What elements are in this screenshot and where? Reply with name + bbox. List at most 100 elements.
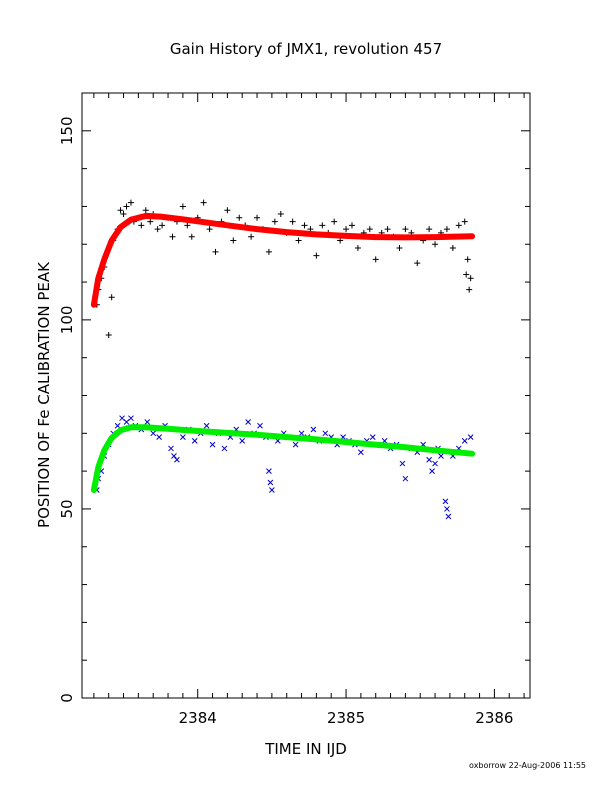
data-point-plus <box>301 222 308 229</box>
data-point-plus <box>105 332 112 338</box>
data-point-plus <box>123 203 130 210</box>
data-point-plus <box>455 222 462 229</box>
fit-lines <box>90 212 476 493</box>
data-point-plus <box>206 226 213 233</box>
data-point-cross <box>156 434 162 440</box>
data-point-plus <box>248 233 255 240</box>
data-point-cross <box>467 434 474 440</box>
black-plus-markers <box>93 199 474 338</box>
data-point-plus <box>396 245 403 252</box>
data-point-cross <box>203 422 210 429</box>
data-point-plus <box>432 241 439 248</box>
data-point-cross <box>426 456 432 463</box>
x-tick-label: 2384 <box>179 709 217 727</box>
data-point-cross <box>150 430 157 437</box>
data-point-plus <box>463 271 470 278</box>
data-point-cross <box>171 453 177 459</box>
data-point-plus <box>343 226 350 233</box>
data-point-plus <box>271 218 278 225</box>
data-point-cross <box>442 498 449 505</box>
data-point-plus <box>467 275 474 282</box>
data-point-plus <box>426 226 433 233</box>
data-point-cross <box>298 430 305 437</box>
data-point-cross <box>266 468 272 474</box>
y-tick-label: 0 <box>58 693 76 703</box>
data-point-cross <box>128 415 134 422</box>
data-point-plus <box>295 237 302 244</box>
x-axis-label: TIME IN IJD <box>264 740 347 758</box>
data-point-cross <box>429 468 435 474</box>
data-point-cross <box>358 449 364 456</box>
data-point-plus <box>188 233 195 240</box>
chart-title: Gain History of JMX1, revolution 457 <box>170 40 442 58</box>
data-point-plus <box>348 222 355 229</box>
data-point-cross <box>180 434 186 440</box>
data-point-plus <box>443 226 450 233</box>
data-point-cross <box>239 438 246 444</box>
data-point-plus <box>464 256 471 263</box>
data-point-cross <box>269 487 275 493</box>
data-point-cross <box>444 506 450 512</box>
data-point-plus <box>169 233 176 240</box>
data-point-plus <box>319 222 326 229</box>
axis-tick-labels: 0 50 100 150 2384 2385 2386 <box>58 116 513 727</box>
axis-ticks <box>82 92 530 699</box>
data-point-plus <box>179 203 186 210</box>
data-point-plus <box>277 211 284 217</box>
data-point-plus <box>254 214 261 221</box>
data-point-cross <box>114 422 121 429</box>
y-tick-label: 50 <box>58 499 76 518</box>
data-point-plus <box>108 294 115 301</box>
data-point-cross <box>257 422 263 429</box>
data-point-plus <box>414 260 421 267</box>
data-point-cross <box>144 419 151 425</box>
data-point-plus <box>200 199 207 206</box>
x-tick-label: 2385 <box>327 709 365 727</box>
data-point-cross <box>310 426 317 433</box>
data-point-cross <box>168 445 174 452</box>
data-point-plus <box>127 199 134 206</box>
data-point-cross <box>399 460 406 467</box>
data-point-plus <box>449 245 456 252</box>
data-point-plus <box>366 226 373 233</box>
data-point-plus <box>236 214 243 221</box>
y-axis-label: POSITION OF Fe CALIBRATION PEAK <box>35 261 53 528</box>
y-tick-label: 100 <box>58 306 76 335</box>
data-point-cross <box>221 445 228 452</box>
data-point-plus <box>331 218 338 225</box>
data-point-plus <box>117 207 124 214</box>
x-tick-label: 2386 <box>475 709 513 727</box>
data-point-plus <box>230 237 237 244</box>
data-point-cross <box>292 441 299 448</box>
fit-curve <box>90 424 476 493</box>
data-point-plus <box>147 218 154 225</box>
data-point-cross <box>438 453 444 459</box>
plot-frame <box>81 92 531 699</box>
data-point-plus <box>212 248 219 255</box>
data-point-plus <box>384 226 391 233</box>
data-point-plus <box>265 248 272 255</box>
data-point-plus <box>313 252 320 259</box>
data-point-plus <box>354 245 361 252</box>
data-point-plus <box>461 218 468 225</box>
data-point-cross <box>191 438 198 444</box>
fit-curve <box>90 212 476 308</box>
data-point-plus <box>142 207 149 214</box>
data-point-cross <box>209 441 216 448</box>
blue-cross-markers <box>93 415 474 520</box>
data-point-cross <box>245 419 251 425</box>
data-point-plus <box>120 211 127 217</box>
data-point-plus <box>372 256 379 263</box>
data-point-plus <box>224 207 231 214</box>
data-point-cross <box>445 513 452 520</box>
footer-credit: oxborrow 22-Aug-2006 11:55 <box>469 761 586 770</box>
data-point-cross <box>267 479 274 486</box>
data-point-cross <box>369 434 376 440</box>
data-point-cross <box>402 475 409 482</box>
data-point-plus <box>289 218 296 225</box>
data-point-plus <box>159 222 166 229</box>
data-point-cross <box>322 430 329 437</box>
data-point-plus <box>402 226 409 233</box>
y-tick-label: 150 <box>58 116 76 145</box>
